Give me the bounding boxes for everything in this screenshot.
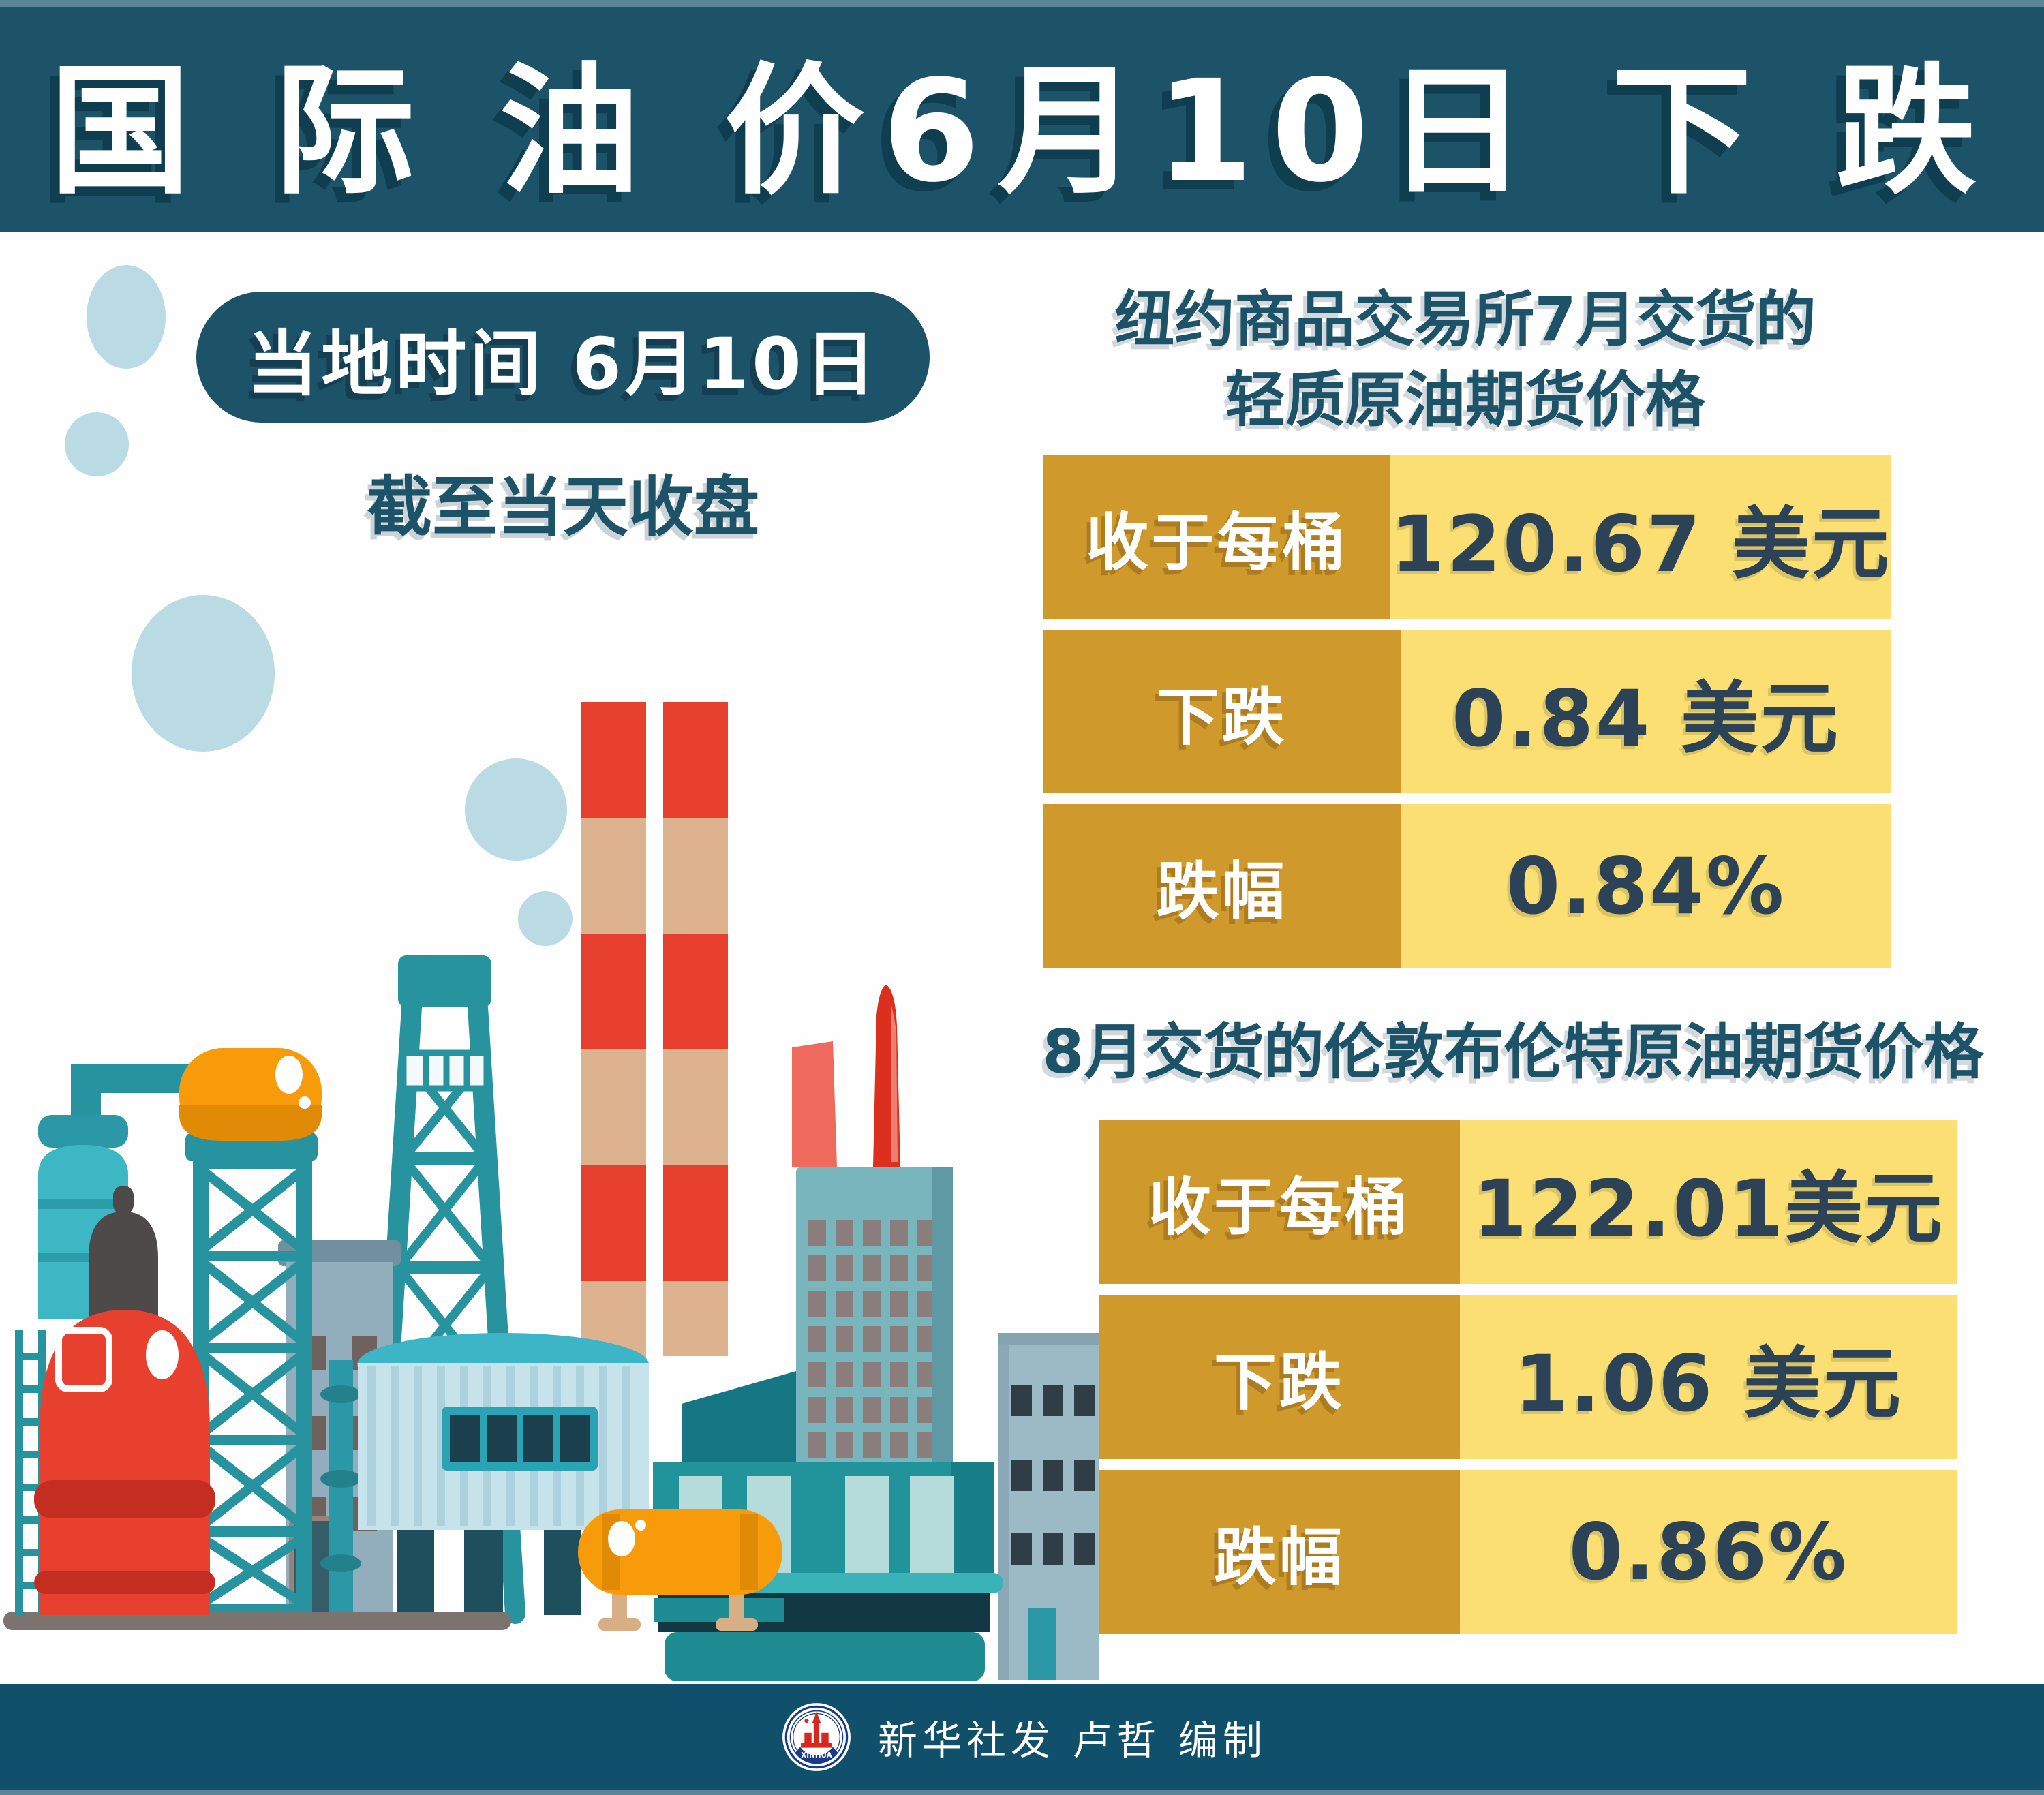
factory-illustration: [3, 702, 1099, 1681]
closing-note: 截至当天收盘: [367, 469, 759, 545]
bubble-icon: [87, 265, 166, 369]
table-row: 下跌 0.84 美元: [1043, 630, 1891, 793]
row-value: 120.67 美元: [1390, 455, 1891, 619]
row-value: 0.86%: [1460, 1470, 1957, 1634]
nymex-heading-line1: 纽约商品交易所7月交货的: [1114, 284, 1816, 354]
row-label: 跌幅: [1099, 1470, 1460, 1634]
table-row: 跌幅 0.84%: [1043, 804, 1891, 968]
row-label: 收于每桶: [1043, 455, 1391, 619]
credit-text: 新华社发 卢哲 编制: [878, 1717, 1267, 1764]
row-label: 下跌: [1043, 630, 1401, 793]
row-label: 收于每桶: [1099, 1120, 1460, 1284]
orange-tank-tower-icon: [179, 1048, 322, 1615]
table-row: 跌幅 0.86%: [1099, 1470, 1957, 1634]
red-storage-tank-icon: [15, 1310, 215, 1615]
row-value: 0.84%: [1401, 804, 1891, 968]
row-value: 1.06 美元: [1460, 1295, 1957, 1459]
gray-silo-icon: [89, 1186, 158, 1319]
row-value: 122.01美元: [1460, 1120, 1957, 1284]
striped-chimney-icon: [581, 702, 728, 1370]
brent-table: 收于每桶 122.01美元 下跌 1.06 美元 跌幅 0.86%: [1099, 1120, 1957, 1634]
footer-banner: XINHUA 新华社发 卢哲 编制: [0, 1684, 2044, 1790]
svg-text:XINHUA: XINHUA: [801, 1751, 832, 1760]
table-row: 收于每桶 122.01美元: [1099, 1120, 1957, 1284]
nymex-heading-line2: 轻质原油期货价格: [1225, 365, 1705, 435]
ground-bar: [3, 1612, 511, 1630]
row-label: 跌幅: [1043, 804, 1401, 968]
orange-capsule-tank-icon: [578, 1509, 784, 1631]
row-label: 下跌: [1099, 1295, 1460, 1459]
table-row: 下跌 1.06 美元: [1099, 1295, 1957, 1459]
row-value: 0.84 美元: [1401, 630, 1891, 793]
nymex-table: 收于每桶 120.67 美元 下跌 0.84 美元 跌幅 0.84%: [1043, 455, 1891, 968]
date-badge: 当地时间 6月10日: [196, 292, 930, 423]
page-title: 国 际 油 价6月10日 下 跌: [50, 50, 1994, 213]
xinhua-logo: XINHUA: [782, 1702, 851, 1771]
corrugated-shed-icon: [357, 1333, 649, 1615]
nymex-heading: 纽约商品交易所7月交货的 轻质原油期货价格: [1022, 279, 1908, 440]
bubble-icon: [132, 595, 275, 752]
office-building-icon: [998, 1333, 1099, 1680]
table-row: 收于每桶 120.67 美元: [1043, 455, 1891, 619]
bubble-icon: [465, 758, 567, 861]
bubble-icon: [65, 412, 129, 476]
brent-heading: 8月交货的伦敦布伦特原油期货价格: [1042, 1017, 1984, 1087]
factory-block-icon: [682, 1371, 796, 1462]
header-banner: 国 际 油 价6月10日 下 跌: [0, 7, 2044, 232]
date-badge-label: 当地时间 6月10日: [247, 322, 879, 405]
bubble-icon: [518, 891, 573, 946]
